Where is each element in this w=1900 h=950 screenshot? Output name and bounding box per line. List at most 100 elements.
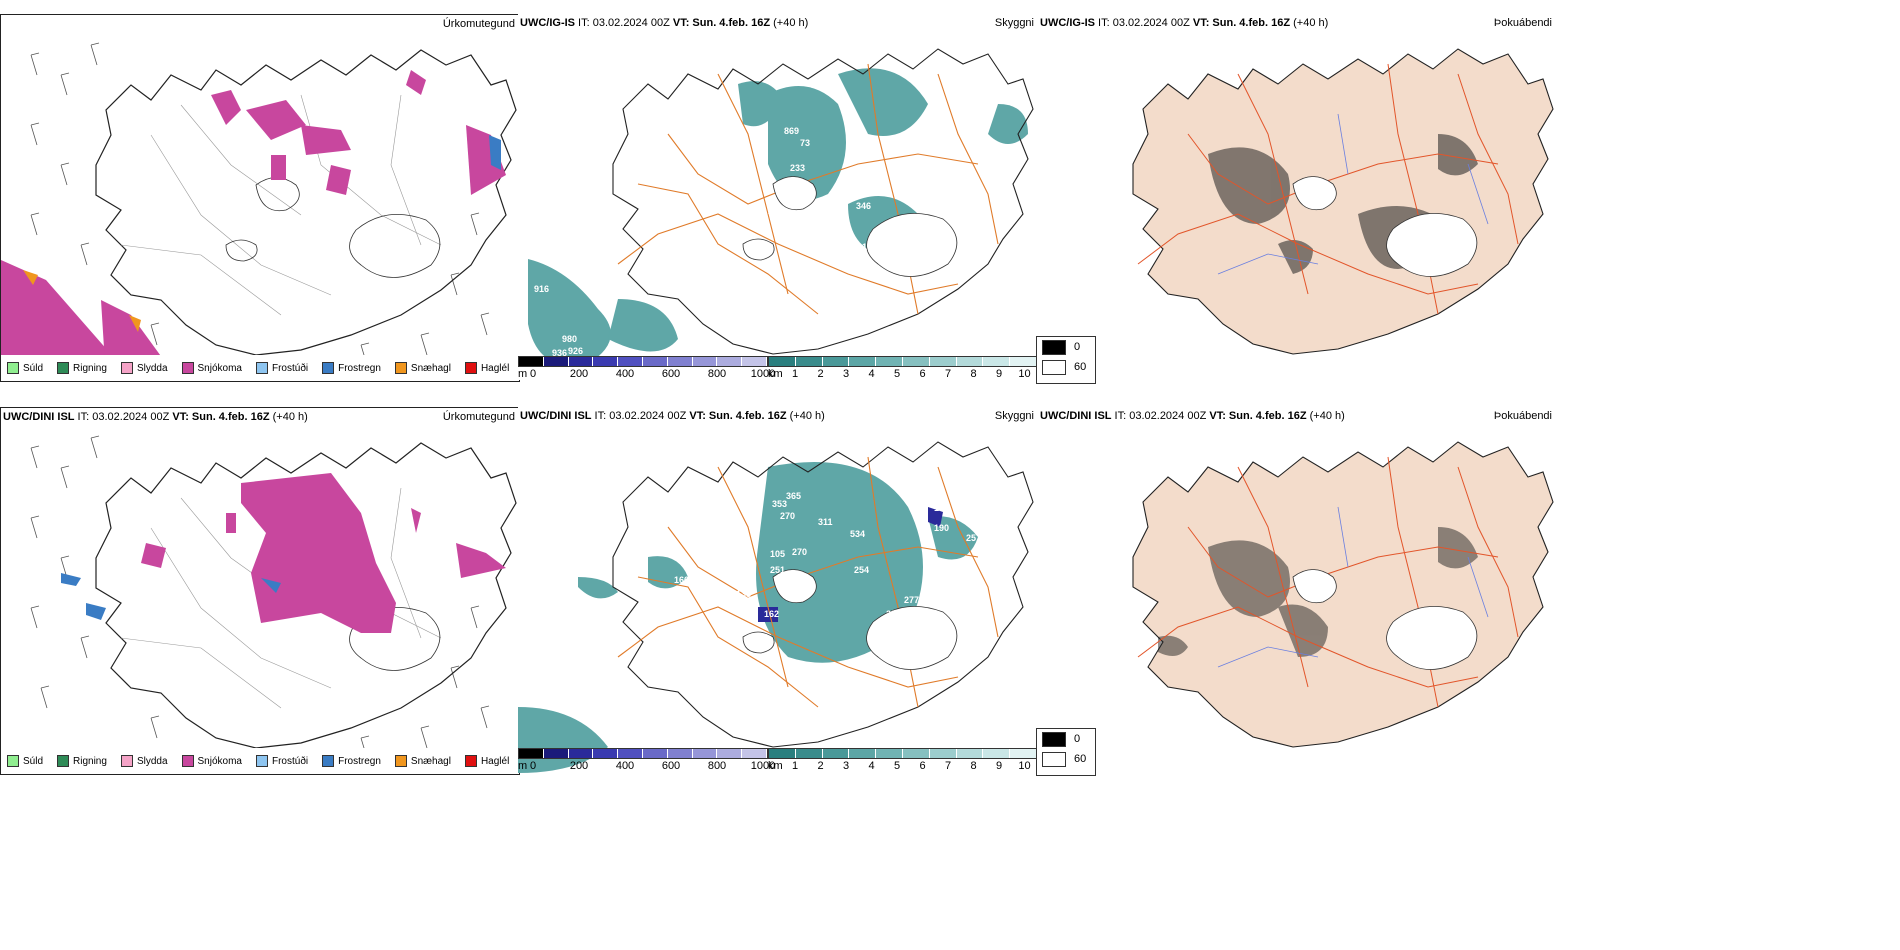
- ceiling-label: 250: [898, 158, 913, 168]
- legend-label: Rigning: [73, 755, 107, 767]
- colorbar-tick: 6: [919, 760, 926, 772]
- it-label: IT:: [575, 17, 593, 29]
- ceiling-label: 48: [776, 188, 786, 198]
- fog-map: [1132, 48, 1554, 355]
- ceiling-label: 980: [562, 334, 577, 344]
- colorbar-tick: 800: [707, 368, 727, 380]
- legend-label: Rigning: [73, 362, 107, 374]
- it-value: 03.02.2024 00Z: [592, 17, 673, 29]
- fog-legend: 0 60: [1036, 336, 1096, 384]
- legend-item: Rigning: [57, 755, 107, 767]
- fog-legend-swatch: [1042, 731, 1066, 747]
- ceiling-label: 534: [850, 529, 865, 539]
- lead-time: (+40 h): [786, 410, 825, 422]
- it-label: IT:: [74, 411, 93, 423]
- legend-item: Rigning: [57, 362, 107, 374]
- legend-item: Frostúði: [255, 755, 308, 767]
- colorbar-swatches: [518, 748, 768, 759]
- panel-header: UWC/DINI ISL IT: 03.02.2024 00Z VT: Sun.…: [3, 411, 308, 423]
- vt-value: Sun. 4.feb. 16Z: [692, 17, 771, 29]
- fog-panel-bottom: UWC/DINI ISL IT: 03.02.2024 00Z VT: Sun.…: [1038, 407, 1900, 773]
- precip-panel-top: UWC/IG-IS IT: 03.02.2024 00Z VT: Sun. 4.…: [0, 14, 520, 382]
- panel-header: UWC/IG-IS IT: 03.02.2024 00Z VT: Sun. 4.…: [1040, 17, 1328, 29]
- colorbar-tick: 600: [661, 368, 681, 380]
- visibility-colorbar: km 1 2 3 4 5 6 7 8 9 10: [768, 356, 1038, 384]
- panel-title: Þokuábendi: [1493, 410, 1552, 422]
- colorbar-unit: m: [518, 368, 528, 380]
- colorbar-swatches: [768, 748, 1038, 759]
- legend-swatch: [464, 755, 477, 767]
- fog-legend-value: 0: [1074, 341, 1081, 353]
- visibility-colorbar: km 1 2 3 4 5 6 7 8 9 10: [768, 748, 1038, 776]
- colorbar-tick: 400: [615, 760, 635, 772]
- legend-swatch: [57, 362, 70, 374]
- model-name: UWC/IG-IS: [520, 17, 575, 29]
- legend-item: Súld: [7, 755, 43, 767]
- vt-label: VT:: [672, 17, 693, 29]
- lead-time: (+40 h): [1306, 410, 1345, 422]
- legend-swatch: [464, 362, 477, 374]
- ceiling-label: 232: [886, 609, 901, 619]
- ceiling-label: 311: [818, 517, 833, 527]
- it-value: 03.02.2024 00Z: [1129, 410, 1210, 422]
- legend-swatch: [255, 362, 268, 374]
- ceiling-colorbar: m 0 200 400 600 800 1000: [518, 356, 775, 384]
- ceiling-label: 253: [782, 585, 797, 595]
- ceiling-label: 190: [934, 523, 949, 533]
- legend-item: Frostregn: [322, 755, 381, 767]
- legend-item: Slydda: [120, 362, 168, 374]
- legend-label: Frostúði: [271, 362, 309, 374]
- ceiling-label: 176: [862, 242, 877, 252]
- ceiling-label: 270: [792, 547, 807, 557]
- legend-swatch: [255, 755, 268, 767]
- ceiling-label: 346: [856, 201, 871, 211]
- legend-item: Frostúði: [255, 362, 309, 374]
- colorbar-tick: 800: [707, 760, 727, 772]
- vt-label: VT:: [172, 411, 192, 423]
- ceiling-label: 254: [854, 565, 869, 575]
- ceiling-label: 162: [764, 609, 779, 619]
- it-value: 03.02.2024 00Z: [609, 410, 690, 422]
- legend-label: Snjókoma: [197, 755, 242, 767]
- colorbar-tick: 9: [995, 760, 1003, 772]
- colorbar-tick: 0: [529, 368, 537, 380]
- panel-title: Þokuábendi: [1493, 17, 1552, 29]
- colorbar-unit: km: [768, 760, 783, 772]
- legend-swatch: [394, 755, 407, 767]
- legend-swatch: [7, 362, 19, 374]
- legend-swatch: [322, 755, 335, 767]
- colorbar-tick: 1000: [750, 760, 776, 772]
- legend-swatch: [181, 362, 194, 374]
- legend-item: Haglél: [464, 755, 509, 767]
- vt-label: VT:: [1192, 17, 1213, 29]
- ceiling-label: 286: [890, 254, 905, 264]
- fog-legend-row: 60: [1037, 357, 1095, 377]
- legend-label: Snjókoma: [197, 362, 242, 374]
- ceiling-label: 869: [784, 126, 799, 136]
- it-value: 03.02.2024 00Z: [1112, 17, 1193, 29]
- colorbar-tick: 10: [1018, 760, 1031, 772]
- ceiling-label: 926: [568, 346, 583, 356]
- legend-item: Súld: [7, 362, 43, 374]
- panel-title: Úrkomutegund: [442, 18, 515, 30]
- legend-swatch: [394, 362, 407, 374]
- ceiling-label: 353: [772, 499, 787, 509]
- colorbar-swatches: [768, 356, 1038, 367]
- fog-legend-row: 0: [1037, 729, 1095, 749]
- ceiling-colorbar: m 0 200 400 600 800 1000: [518, 748, 775, 776]
- colorbar-tick: 600: [661, 760, 681, 772]
- panel-title: Skyggni: [994, 17, 1034, 29]
- lead-time: (+40 h): [770, 17, 809, 29]
- panel-header: UWC/DINI ISL IT: 03.02.2024 00Z VT: Sun.…: [520, 410, 825, 422]
- colorbar-tick: 3: [842, 760, 850, 772]
- colorbar-tick: 2: [817, 368, 824, 380]
- legend-label: Snæhagl: [410, 362, 451, 374]
- panel-title: Úrkomutegund: [442, 411, 515, 423]
- legend-item: Snjókoma: [181, 755, 242, 767]
- legend-swatch: [120, 755, 133, 767]
- colorbar-tick: 5: [893, 368, 901, 380]
- panel-header: UWC/DINI ISL IT: 03.02.2024 00Z VT: Sun.…: [1040, 410, 1345, 422]
- vt-value: Sun. 4.feb. 16Z: [1212, 17, 1291, 29]
- panel-header: UWC/IG-IS IT: 03.02.2024 00Z VT: Sun. 4.…: [520, 17, 808, 29]
- legend-item: Haglél: [464, 362, 509, 374]
